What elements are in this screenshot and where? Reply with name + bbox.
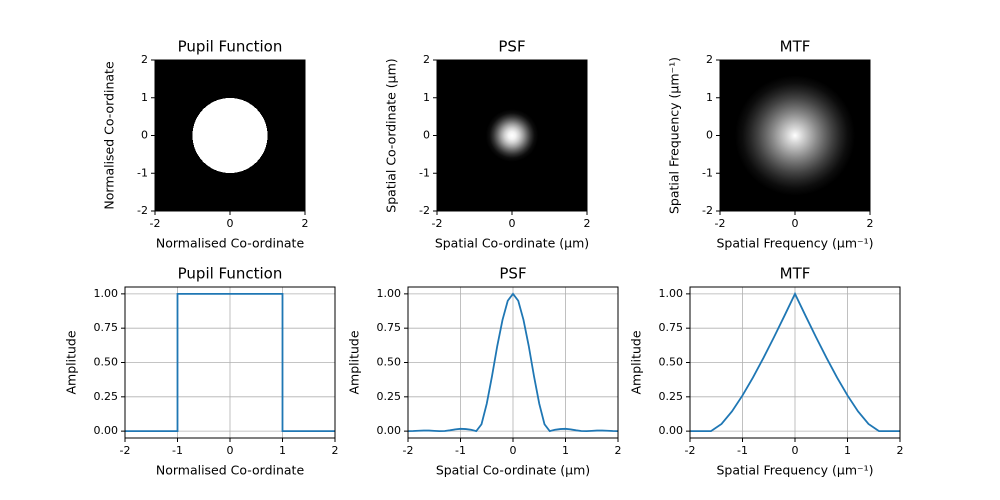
x-tick-label: 1 [279,444,286,457]
y-tick-label: 1 [423,91,430,104]
line [407,292,619,433]
x-axis-label: Spatial Frequency (μm⁻¹) [716,463,873,478]
y-tick-label: -2 [419,204,430,217]
x-tick-label: 0 [509,217,516,230]
y-tick-label: 0.75 [94,321,119,334]
y-tick-label: 0.50 [659,356,684,369]
y-axis-label: Amplitude [64,330,79,394]
y-tick-label: 0.75 [659,321,684,334]
y-tick-label: -2 [702,204,713,217]
y-tick-label: 0.00 [659,424,684,437]
x-axis-label: Normalised Co-ordinate [156,463,305,478]
x-tick-label: 2 [302,217,309,230]
y-tick-label: -1 [137,166,148,179]
y-tick-label: 2 [141,53,148,66]
x-tick-label: -2 [150,217,161,230]
x-tick-label: -1 [455,444,466,457]
x-tick-label: -1 [737,444,748,457]
y-tick-label: -1 [419,166,430,179]
x-tick-label: -2 [403,444,414,457]
x-axis-label: Spatial Co-ordinate (μm) [435,236,589,251]
y-tick-label: 1.00 [94,287,119,300]
x-tick-label: 1 [562,444,569,457]
y-tick-label: 0.50 [377,356,402,369]
x-tick-label: 2 [584,217,591,230]
y-axis-label: Normalised Co-ordinate [102,61,117,210]
y-axis-label: Amplitude [629,330,644,394]
y-tick-label: 1.00 [659,287,684,300]
image [437,60,587,211]
x-tick-label: 0 [792,444,799,457]
line [690,291,900,433]
x-tick-label: 2 [897,444,904,457]
x-tick-label: 2 [332,444,339,457]
y-tick-label: 1.00 [377,287,402,300]
y-tick-label: 0.50 [94,356,119,369]
chart-title: Pupil Function [178,38,283,56]
y-tick-label: 0.25 [659,390,684,403]
image [155,60,305,211]
x-axis-label: Spatial Frequency (μm⁻¹) [716,236,873,251]
chart-title: PSF [498,38,525,56]
x-tick-label: 2 [867,217,874,230]
y-tick-label: 0 [706,129,713,142]
x-tick-label: 1 [844,444,851,457]
chart-title: MTF [780,38,811,56]
x-tick-label: -2 [715,217,726,230]
chart-title: PSF [499,265,526,283]
y-tick-label: 0 [423,129,430,142]
y-tick-label: 2 [706,53,713,66]
x-tick-label: -1 [172,444,183,457]
y-tick-label: 0.25 [377,390,402,403]
chart-title: MTF [780,265,811,283]
x-tick-label: -2 [120,444,131,457]
x-tick-label: 0 [510,444,517,457]
y-tick-label: 1 [141,91,148,104]
y-tick-label: 1 [706,91,713,104]
line [125,292,335,433]
image [720,60,870,211]
chart-title: Pupil Function [178,265,283,283]
x-tick-label: 2 [615,444,622,457]
y-tick-label: -1 [702,166,713,179]
y-tick-label: 0.00 [377,424,402,437]
x-axis-label: Spatial Co-ordinate (μm) [436,463,590,478]
y-tick-label: 0.00 [94,424,119,437]
x-tick-label: -2 [685,444,696,457]
x-tick-label: 0 [227,444,234,457]
y-tick-label: 0.25 [94,390,119,403]
y-tick-label: 2 [423,53,430,66]
x-axis-label: Normalised Co-ordinate [156,236,305,251]
x-tick-label: -2 [432,217,443,230]
y-tick-label: -2 [137,204,148,217]
y-axis-label: Spatial Frequency (μm⁻¹) [667,57,682,214]
y-tick-label: 0 [141,129,148,142]
x-tick-label: 0 [792,217,799,230]
y-axis-label: Amplitude [347,330,362,394]
y-axis-label: Spatial Co-ordinate (μm) [384,58,399,212]
x-tick-label: 0 [227,217,234,230]
y-tick-label: 0.75 [377,321,402,334]
